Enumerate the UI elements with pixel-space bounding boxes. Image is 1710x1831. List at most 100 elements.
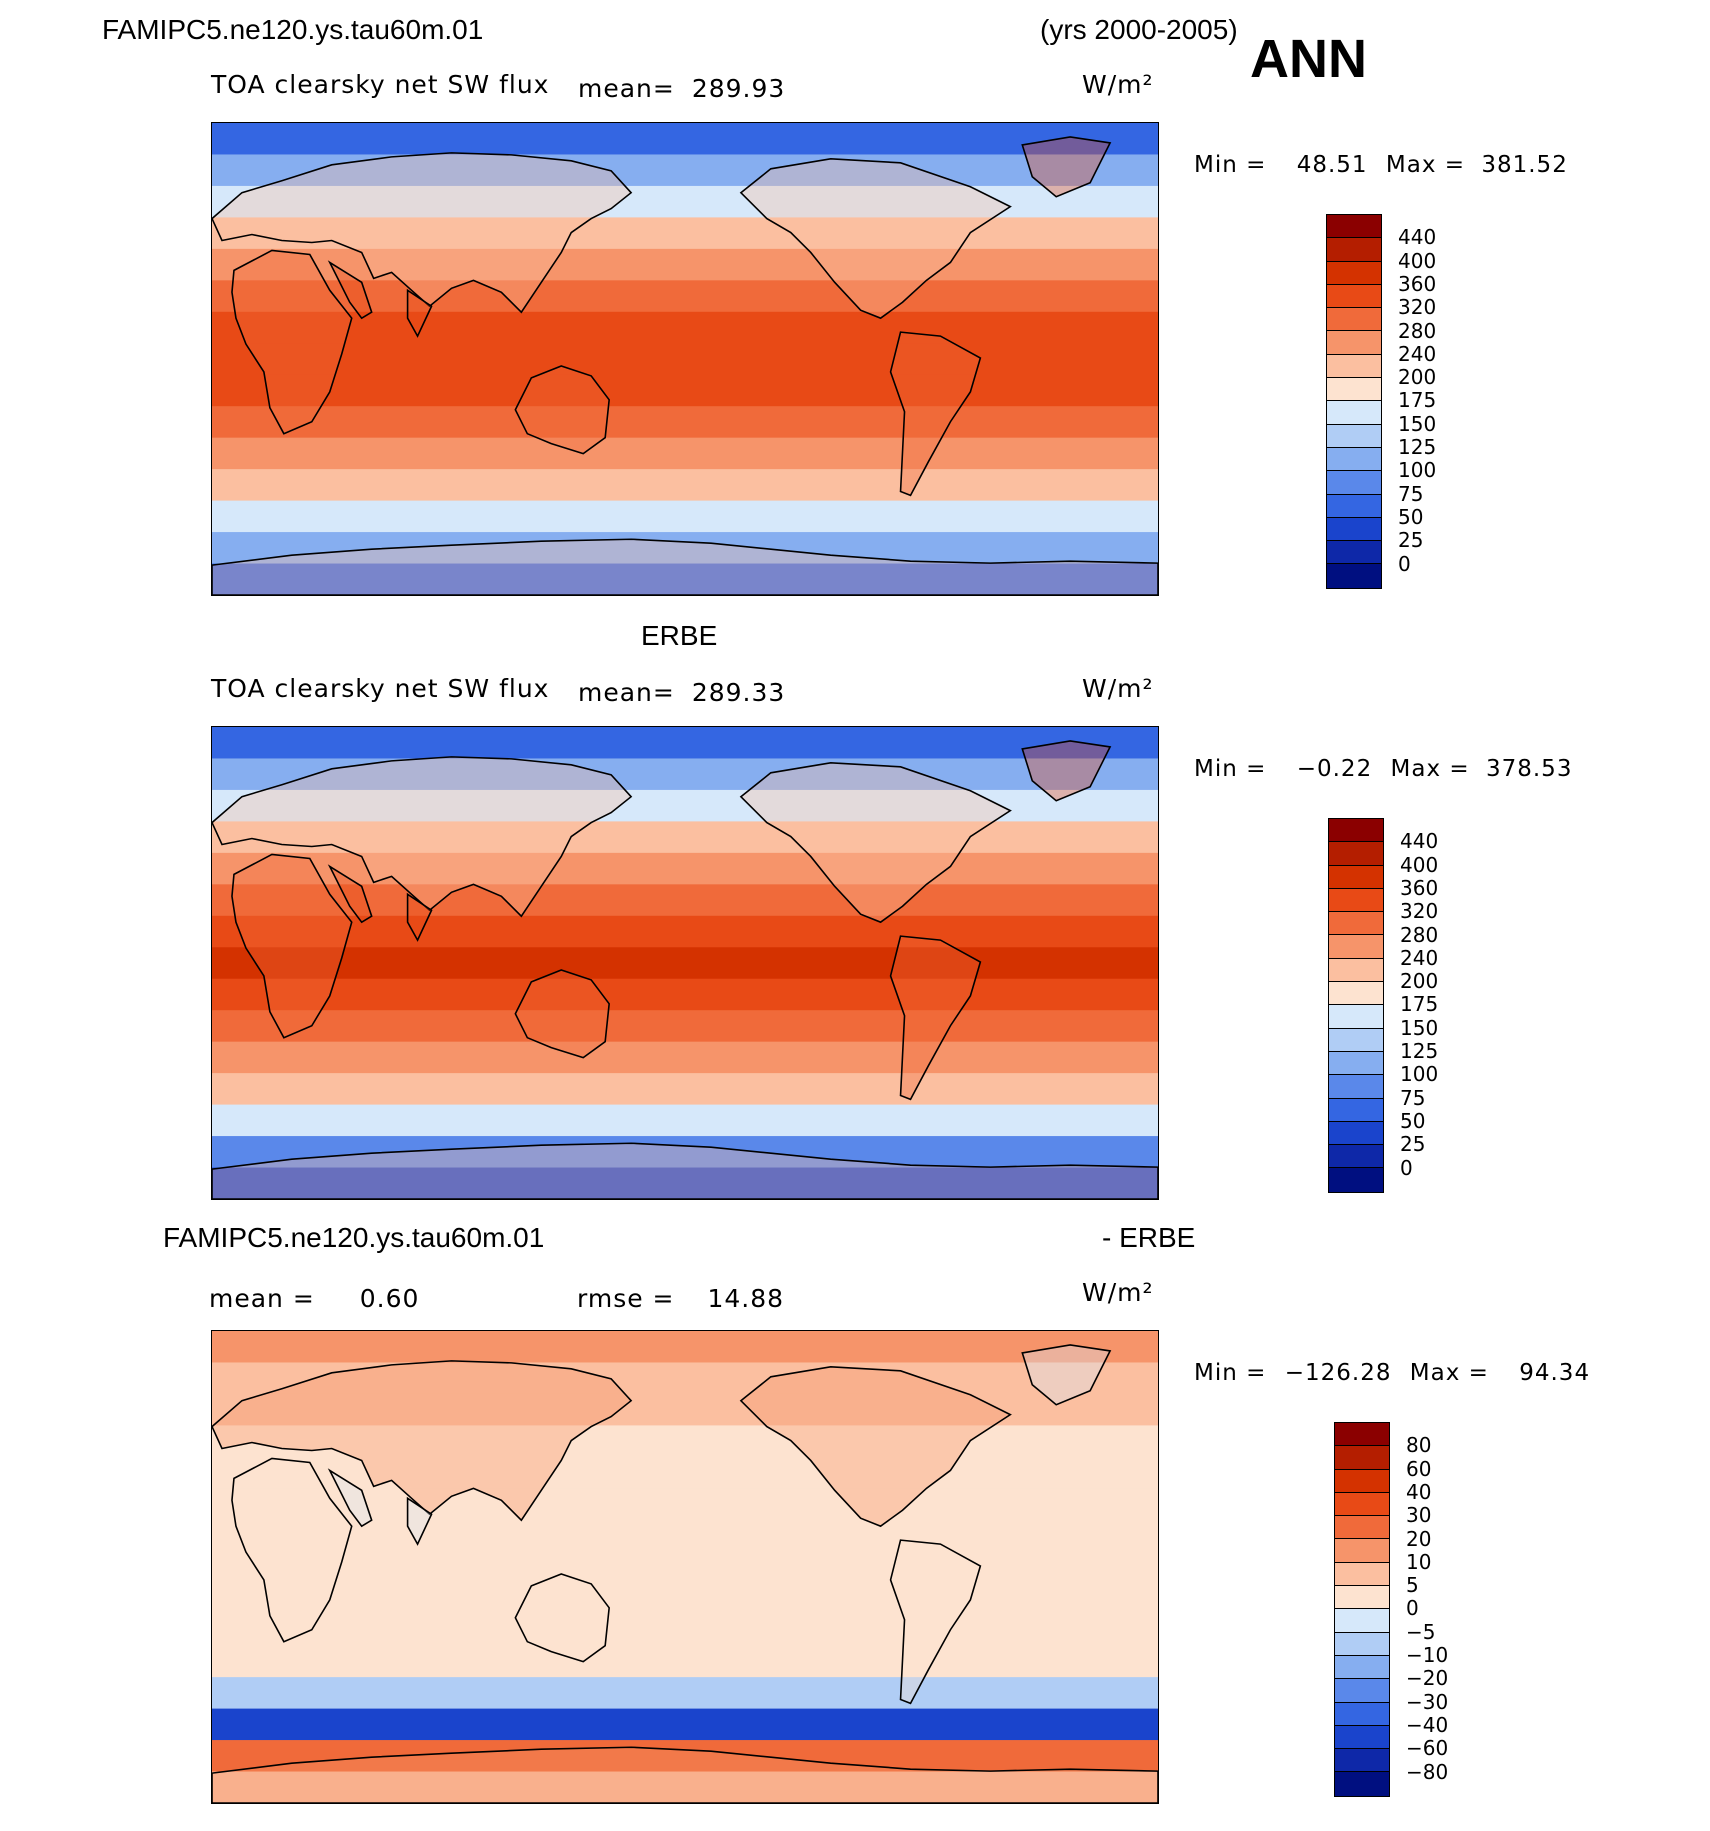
zonal-band-11 — [212, 1677, 1158, 1710]
zonal-band-9 — [212, 406, 1158, 439]
colorbar-cell — [1327, 517, 1381, 542]
panel2-min-value: −0.22 — [1296, 756, 1373, 782]
zonal-band-13 — [212, 532, 1158, 565]
panel1-variable: TOA clearsky net SW flux — [211, 70, 550, 99]
season-label: ANN — [1250, 29, 1367, 89]
colorbar-cell — [1327, 308, 1381, 332]
colorbar-cell — [1329, 1028, 1383, 1052]
colorbar-cell — [1327, 447, 1381, 472]
colorbar-cell — [1329, 982, 1383, 1006]
coastline-5 — [1021, 136, 1112, 198]
colorbar-tick-label: 320 — [1398, 295, 1437, 320]
colorbar-cell — [1335, 1725, 1389, 1750]
coastline-6 — [889, 331, 982, 497]
colorbar-tick-label: 360 — [1398, 271, 1437, 296]
zonal-band-7 — [212, 947, 1158, 980]
colorbar-cell — [1327, 331, 1381, 355]
colorbar-cell — [1335, 1679, 1389, 1703]
colorbar-cell — [1335, 1539, 1389, 1563]
panel2-max-label: Max = — [1390, 756, 1470, 782]
colorbar-tick-label: 75 — [1398, 481, 1424, 506]
panel1-mean-value: 289.93 — [691, 74, 786, 103]
colorbar-cell — [1327, 261, 1381, 285]
colorbar-tick-label: 25 — [1400, 1132, 1426, 1157]
colorbar-tick-label: 240 — [1400, 945, 1439, 970]
colorbar-cell — [1327, 238, 1381, 262]
coastline-7 — [212, 1142, 1158, 1199]
colorbar-tick-label: −40 — [1406, 1712, 1449, 1737]
zonal-band-6 — [212, 1519, 1158, 1552]
colorbar-tick-label: 280 — [1398, 318, 1437, 343]
colorbar-tick-label: 5 — [1406, 1573, 1419, 1598]
colorbar-cell — [1329, 958, 1383, 983]
zonal-band-10 — [212, 437, 1158, 470]
panel3-rmse-value: 14.88 — [707, 1284, 785, 1313]
colorbar-cell — [1335, 1772, 1389, 1796]
zonal-band-4 — [212, 1456, 1158, 1489]
coastline-5 — [1021, 740, 1112, 802]
panel3-min-label: Min = — [1194, 1360, 1267, 1386]
panel3-max-value: 94.34 — [1519, 1360, 1591, 1386]
colorbar-cell — [1335, 1562, 1389, 1587]
colorbar-tick-label: 175 — [1400, 992, 1439, 1017]
colorbar-tick-label: −80 — [1406, 1759, 1449, 1784]
colorbar-tick-label: 75 — [1400, 1085, 1426, 1110]
panel2-mean-label: mean= — [578, 678, 675, 707]
colorbar-cell — [1329, 1145, 1383, 1169]
colorbar-cell — [1329, 865, 1383, 889]
coastline-3 — [514, 969, 610, 1059]
colorbar-cell — [1329, 819, 1383, 843]
zonal-band-9 — [212, 1010, 1158, 1043]
panel1-max-value: 381.52 — [1481, 152, 1568, 178]
coastline-2 — [327, 1468, 433, 1546]
panel3-rmse: rmse = 14.88 — [577, 1284, 784, 1313]
colorbar-tick-label: 60 — [1406, 1456, 1432, 1481]
panel3-minmax: Min = −126.28 Max = 94.34 — [1194, 1360, 1590, 1386]
colorbar-tick-label: 125 — [1400, 1039, 1439, 1063]
panel2-minmax: Min = −0.22 Max = 378.53 — [1194, 756, 1572, 782]
panel1-max-label: Max = — [1385, 152, 1466, 178]
colorbar-tick-label: −60 — [1406, 1736, 1449, 1761]
colorbar-cell — [1327, 541, 1381, 565]
case-title: FAMIPC5.ne120.ys.tau60m.01 — [102, 14, 484, 45]
zonal-band-4 — [212, 852, 1158, 885]
coastline-1 — [212, 1360, 633, 1522]
panel2-map — [211, 726, 1159, 1200]
colorbar-tick-label: −30 — [1406, 1689, 1449, 1714]
zonal-band-11 — [212, 469, 1158, 502]
colorbar-cell — [1335, 1609, 1389, 1633]
colorbar-tick-label: 150 — [1398, 411, 1437, 436]
zonal-band-12 — [212, 1708, 1158, 1741]
colorbar-cell — [1335, 1632, 1389, 1656]
zonal-band-9 — [212, 1614, 1158, 1647]
zonal-band-14 — [212, 1167, 1158, 1199]
coastline-0 — [231, 853, 353, 1039]
colorbar-cell — [1335, 1516, 1389, 1540]
colorbar-tick-label: 200 — [1398, 365, 1437, 390]
panel3-title-right: - ERBE — [1102, 1222, 1196, 1253]
colorbar-cell — [1335, 1492, 1389, 1517]
colorbar-tick-label: 0 — [1398, 551, 1411, 576]
zonal-band-3 — [212, 821, 1158, 854]
panel1-units: W/m² — [1082, 70, 1154, 99]
zonal-band-13 — [212, 1740, 1158, 1773]
colorbar-cell — [1335, 1655, 1389, 1680]
colorbar-cell — [1327, 401, 1381, 425]
colorbar-cell — [1335, 1423, 1389, 1447]
zonal-band-0 — [212, 1331, 1158, 1364]
zonal-band-8 — [212, 978, 1158, 1011]
colorbar-tick-label: −5 — [1406, 1619, 1436, 1644]
panel3-map — [211, 1330, 1159, 1804]
zonal-band-8 — [212, 374, 1158, 407]
panel3-units: W/m² — [1082, 1278, 1154, 1307]
zonal-band-14 — [212, 1771, 1158, 1803]
colorbar-cell — [1335, 1702, 1389, 1726]
colorbar-tick-label: 80 — [1406, 1433, 1432, 1458]
colorbar-tick-label: 240 — [1398, 341, 1437, 366]
zonal-band-12 — [212, 1104, 1158, 1137]
zonal-band-7 — [212, 1551, 1158, 1584]
colorbar-cell — [1327, 284, 1381, 309]
colorbar-tick-label: 0 — [1400, 1155, 1413, 1180]
coastline-2 — [327, 864, 433, 942]
colorbar-tick-label: 20 — [1406, 1526, 1432, 1551]
